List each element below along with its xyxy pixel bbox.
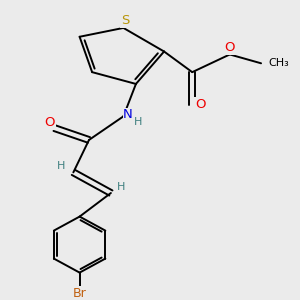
Text: N: N: [123, 108, 133, 122]
Text: O: O: [224, 41, 235, 55]
Text: O: O: [45, 116, 55, 129]
Text: O: O: [195, 98, 205, 111]
Text: S: S: [121, 14, 129, 27]
Text: Br: Br: [73, 287, 86, 300]
Text: H: H: [134, 117, 142, 127]
Text: H: H: [117, 182, 125, 191]
Text: H: H: [57, 161, 66, 171]
Text: CH₃: CH₃: [268, 58, 289, 68]
